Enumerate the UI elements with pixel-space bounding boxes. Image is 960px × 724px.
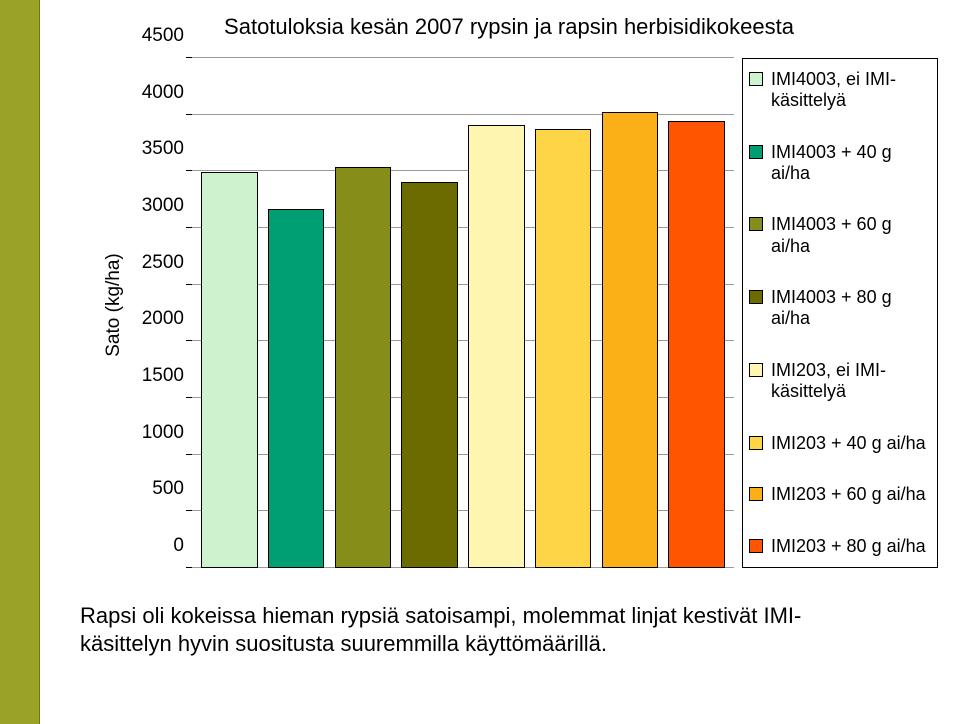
page: Satotuloksia kesän 2007 rypsin ja rapsin…: [0, 0, 960, 724]
legend-swatch: [749, 436, 763, 450]
bar: [535, 129, 591, 568]
plot-region: 050010001500200025003000350040004500: [192, 58, 734, 568]
bar-slot: [530, 58, 597, 568]
y-tick-label: 4000: [142, 82, 192, 104]
legend-label: IMI203, ei IMI-käsittelyä: [771, 360, 931, 402]
bar-slot: [597, 58, 664, 568]
legend-item: IMI4003 + 40 g ai/ha: [749, 142, 931, 184]
axis-area: 050010001500200025003000350040004500: [140, 58, 734, 568]
bar-slot: [196, 58, 263, 568]
y-tick-label: 2500: [142, 252, 192, 274]
y-tick-label: 0: [173, 535, 192, 557]
left-accent-band: [0, 0, 40, 724]
legend-swatch: [749, 290, 763, 304]
y-tick-label: 3500: [142, 138, 192, 160]
bar-slot: [396, 58, 463, 568]
chart-container: Satotuloksia kesän 2007 rypsin ja rapsin…: [80, 14, 938, 574]
y-tick-label: 3000: [142, 195, 192, 217]
bar-slot: [663, 58, 730, 568]
legend-item: IMI203 + 80 g ai/ha: [749, 536, 931, 557]
legend-item: IMI203, ei IMI-käsittelyä: [749, 360, 931, 402]
bar: [201, 172, 257, 568]
legend-label: IMI4003 + 40 g ai/ha: [771, 142, 931, 184]
legend-swatch: [749, 539, 763, 553]
legend-label: IMI203 + 40 g ai/ha: [771, 433, 926, 454]
legend-label: IMI203 + 80 g ai/ha: [771, 536, 926, 557]
legend-swatch: [749, 363, 763, 377]
y-axis-label: Sato (kg/ha): [103, 253, 125, 357]
legend-item: IMI203 + 40 g ai/ha: [749, 433, 931, 454]
legend-swatch: [749, 217, 763, 231]
bar: [401, 182, 457, 568]
bar: [335, 167, 391, 568]
legend-label: IMI203 + 60 g ai/ha: [771, 484, 926, 505]
y-tick-label: 500: [152, 478, 192, 500]
bar: [668, 121, 724, 568]
y-tick-label: 1000: [142, 422, 192, 444]
legend-label: IMI4003 + 60 g ai/ha: [771, 214, 931, 256]
y-tick-label: 2000: [142, 308, 192, 330]
legend-item: IMI4003 + 80 g ai/ha: [749, 287, 931, 329]
legend-item: IMI4003, ei IMI-käsittelyä: [749, 69, 931, 111]
plot-column: Sato (kg/ha) 050010001500200025003000350…: [80, 14, 734, 574]
y-tick-label: 1500: [142, 365, 192, 387]
bar-slot: [463, 58, 530, 568]
legend-swatch: [749, 72, 763, 86]
bars-group: [192, 58, 734, 568]
legend-swatch: [749, 145, 763, 159]
bar: [468, 125, 524, 568]
y-tick-label: 4500: [142, 25, 192, 47]
bar-slot: [263, 58, 330, 568]
legend-swatch: [749, 487, 763, 501]
bar: [268, 209, 324, 568]
bar-slot: [330, 58, 397, 568]
legend-label: IMI4003 + 80 g ai/ha: [771, 287, 931, 329]
content-area: Satotuloksia kesän 2007 rypsin ja rapsin…: [40, 0, 960, 724]
legend-item: IMI4003 + 60 g ai/ha: [749, 214, 931, 256]
legend-item: IMI203 + 60 g ai/ha: [749, 484, 931, 505]
bar: [602, 112, 658, 568]
caption-text: Rapsi oli kokeissa hieman rypsiä satoisa…: [80, 602, 890, 657]
legend-label: IMI4003, ei IMI-käsittelyä: [771, 69, 931, 111]
legend: IMI4003, ei IMI-käsittelyä IMI4003 + 40 g…: [742, 58, 938, 568]
